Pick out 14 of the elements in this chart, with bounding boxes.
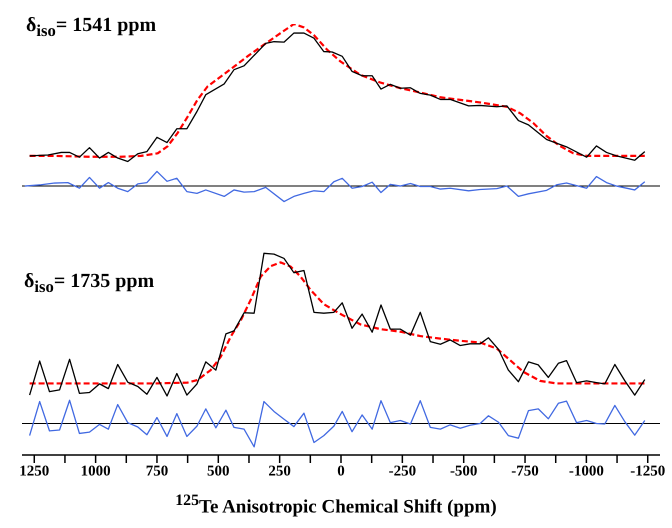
x-tick-label: -500 — [450, 464, 478, 480]
annotation: δ$_{iso}$= 1541 ppm — [26, 14, 156, 41]
x-tick-label: 500 — [207, 464, 230, 480]
x-tick-label: 0 — [337, 464, 345, 480]
x-tick-label: -1000 — [568, 464, 604, 480]
x-axis-title: $^{125}$Te Anisotropic Chemical Shift (ppm) — [174, 492, 498, 518]
x-tick-label: 1250 — [19, 464, 50, 480]
x-tick-label: 750 — [146, 464, 168, 480]
x-tick-label: 1000 — [80, 464, 111, 480]
annotation: δ$_{iso}$= 1735 ppm — [24, 270, 154, 297]
x-tick-label: -250 — [388, 464, 416, 480]
x-tick-label: -750 — [511, 464, 539, 480]
x-tick-label: -1250 — [630, 464, 666, 480]
x-tick-label: 250 — [268, 464, 291, 480]
